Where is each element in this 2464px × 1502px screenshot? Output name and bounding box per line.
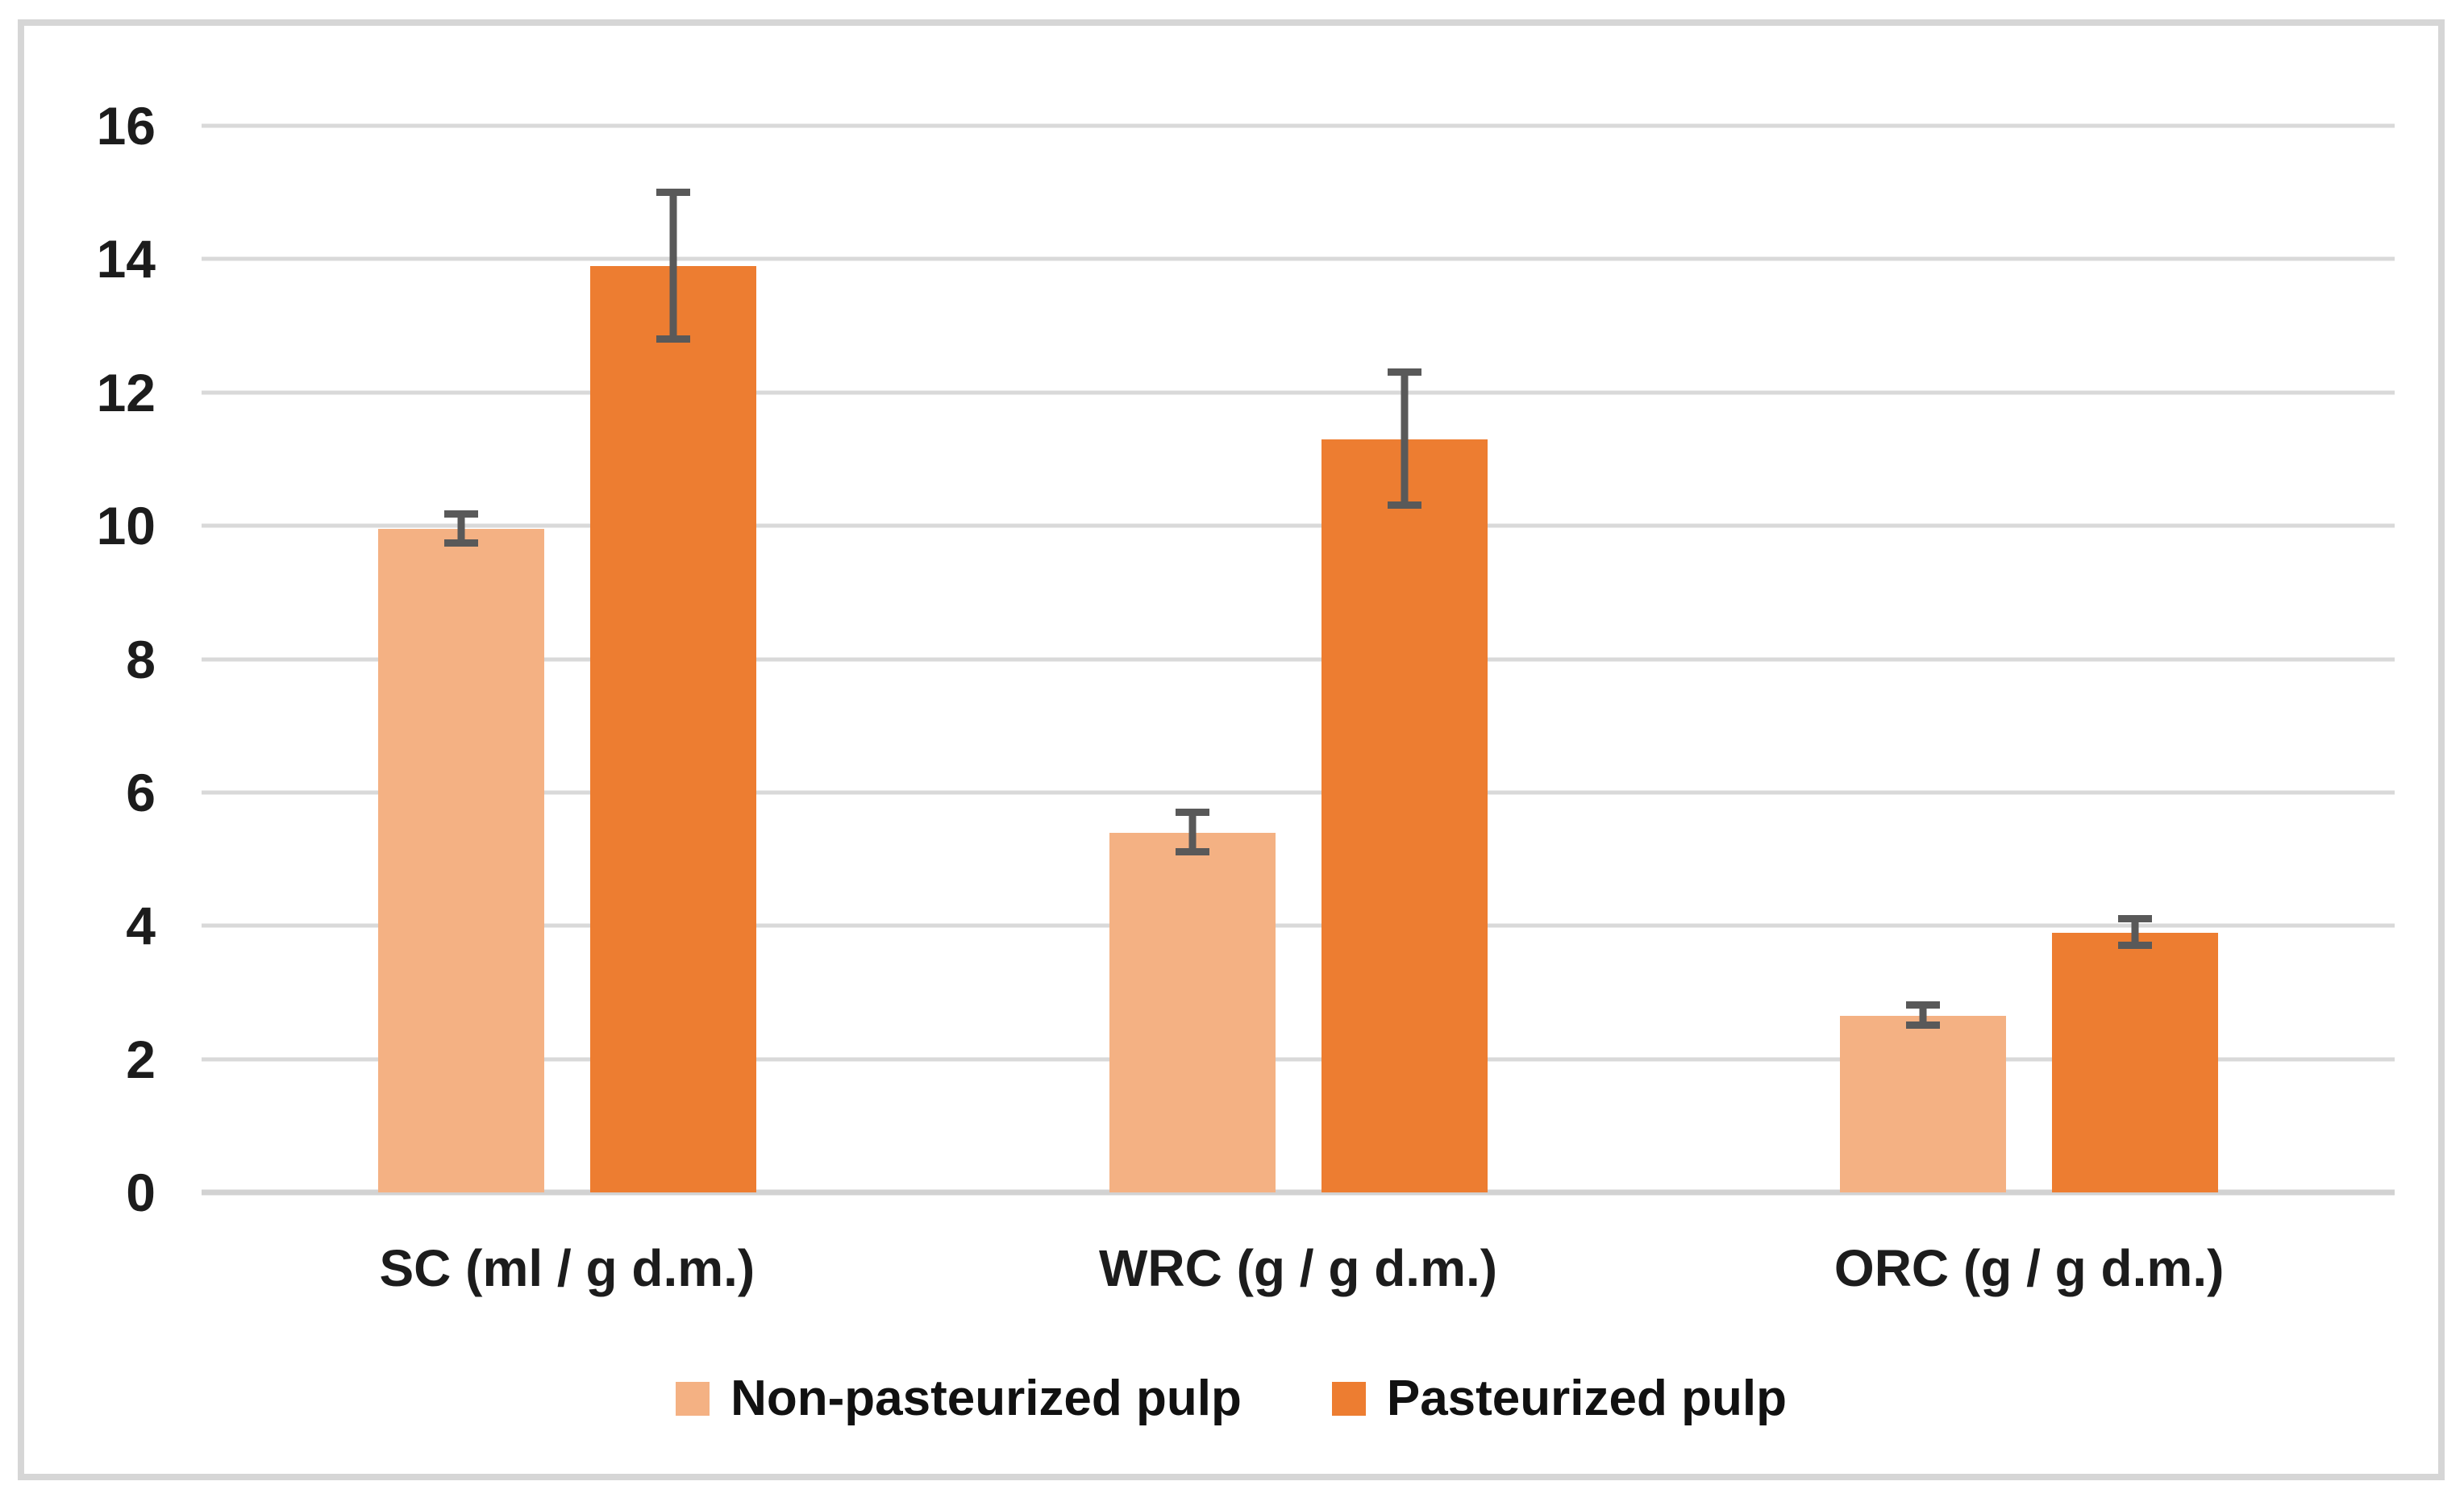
bar-non-pasteurized-pulp-2 — [1840, 1015, 2007, 1192]
gridline-14 — [202, 256, 2395, 261]
bar-slot-2-0 — [1840, 126, 2007, 1192]
y-tick-label-6: 6 — [126, 762, 156, 822]
y-tick-label-8: 8 — [126, 629, 156, 689]
x-axis-labels: SC (ml / g d.m.) WRC (g / g d.m.) ORC (g… — [202, 1232, 2395, 1304]
legend-label-non-pasteurized: Non-pasteurized pulp — [730, 1371, 1242, 1426]
bar-group-0 — [202, 126, 933, 1192]
gridline-2 — [202, 1057, 2395, 1062]
category-label-orc: ORC (g / g d.m.) — [1833, 1239, 2225, 1297]
bar-pasteurized-pulp-0 — [589, 265, 756, 1192]
legend-item-non-pasteurized: Non-pasteurized pulp — [676, 1374, 1242, 1424]
y-axis-labels: 0 2 4 6 8 10 12 14 16 — [24, 99, 156, 1219]
error-bar-cap-top-2-1 — [2118, 914, 2153, 922]
y-tick-label-16: 16 — [96, 96, 156, 156]
error-bar-stem-1-0 — [1188, 812, 1196, 853]
bar-group-1 — [933, 126, 1664, 1192]
error-bar-cap-top-2-0 — [1906, 1001, 1941, 1009]
category-label-sc: SC (ml / g d.m.) — [379, 1239, 755, 1297]
legend: Non-pasteurized pulp Pasteurized pulp — [24, 1374, 2438, 1424]
bar-slot-1-1 — [1321, 126, 1488, 1192]
gridline-16 — [202, 123, 2395, 128]
bar-slot-2-1 — [2052, 126, 2219, 1192]
bar-pasteurized-pulp-2 — [2052, 932, 2219, 1192]
category-label-wrc: WRC (g / g d.m.) — [1098, 1239, 1498, 1297]
error-bar-cap-bottom-2-0 — [1906, 1021, 1941, 1030]
bar-group-2 — [1663, 126, 2395, 1192]
bar-slot-0-1 — [589, 126, 756, 1192]
error-bar-cap-bottom-2-1 — [2118, 942, 2153, 950]
error-bar-cap-top-1-1 — [1387, 368, 1421, 376]
error-bar-cap-bottom-0-0 — [443, 539, 478, 547]
y-tick-label-12: 12 — [96, 362, 156, 422]
axis-baseline — [202, 1189, 2395, 1196]
y-tick-label-14: 14 — [96, 229, 156, 289]
bar-slot-0-0 — [377, 126, 544, 1192]
gridline-10 — [202, 523, 2395, 528]
gridline-4 — [202, 923, 2395, 928]
error-bar-cap-top-1-0 — [1175, 808, 1209, 816]
bar-non-pasteurized-pulp-1 — [1109, 832, 1276, 1192]
error-bar-stem-2-0 — [1919, 1005, 1927, 1026]
gridline-8 — [202, 657, 2395, 661]
bar-groups — [202, 126, 2395, 1192]
y-tick-label-0: 0 — [126, 1163, 156, 1222]
gridline-12 — [202, 390, 2395, 395]
legend-item-pasteurized: Pasteurized pulp — [1331, 1371, 1787, 1426]
error-bar-stem-1-1 — [1401, 372, 1408, 506]
error-bar-cap-bottom-1-0 — [1175, 848, 1209, 856]
legend-swatch-non-pasteurized-icon — [676, 1382, 710, 1416]
y-tick-label-10: 10 — [96, 496, 156, 556]
error-bar-stem-0-0 — [457, 514, 465, 544]
error-bar-cap-top-0-0 — [443, 510, 478, 518]
bar-pasteurized-pulp-1 — [1321, 439, 1488, 1192]
error-bar-stem-0-1 — [669, 192, 677, 339]
error-bar-cap-bottom-1-1 — [1387, 501, 1421, 510]
legend-swatch-pasteurized-icon — [1331, 1382, 1366, 1416]
error-bar-cap-top-0-1 — [656, 188, 690, 196]
bar-non-pasteurized-pulp-0 — [377, 529, 544, 1192]
error-bar-cap-bottom-0-1 — [656, 335, 690, 343]
legend-label-pasteurized: Pasteurized pulp — [1386, 1371, 1787, 1426]
chart-frame: 0 2 4 6 8 10 12 14 16 SC (ml / g d.m.) WRC (g / … — [18, 19, 2445, 1480]
y-tick-label-4: 4 — [126, 896, 156, 956]
y-tick-label-2: 2 — [126, 1029, 156, 1089]
gridline-6 — [202, 790, 2395, 795]
bar-slot-1-0 — [1109, 126, 1276, 1192]
error-bar-stem-2-1 — [2131, 919, 2139, 947]
plot-area — [202, 123, 2395, 1196]
